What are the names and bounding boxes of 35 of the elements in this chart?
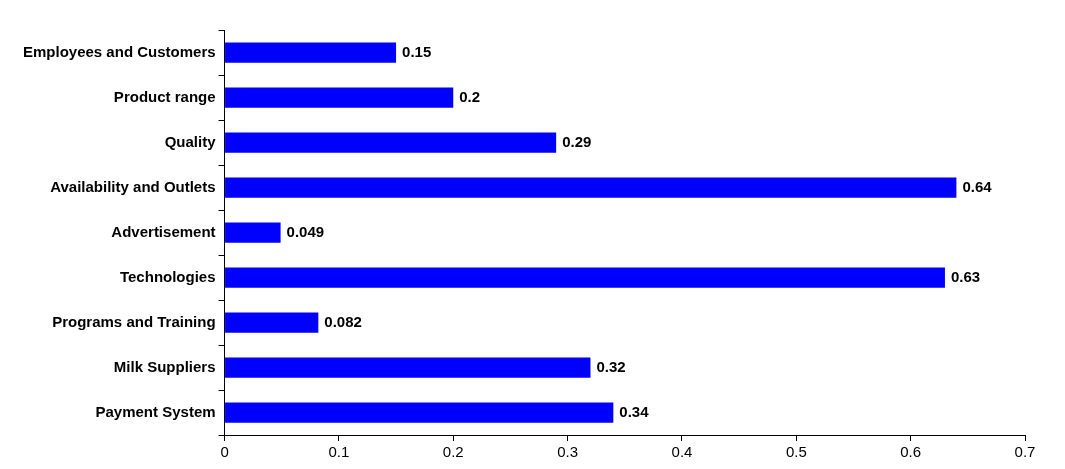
bar [225,357,591,378]
y-tick-label: Programs and Training [52,312,216,330]
data-label: 0.64 [962,177,993,195]
y-tick-label: Advertisement [111,222,216,240]
bar [225,132,557,153]
x-tick-label: 0.5 [785,443,807,461]
bar [225,87,454,108]
x-tick-label: 0.3 [557,443,579,461]
y-tick-label: Payment System [95,402,216,420]
y-tick-label: Quality [164,132,217,150]
data-label: 0.15 [402,42,432,60]
y-tick-label: Availability and Outlets [50,177,216,195]
data-label: 0.049 [286,222,325,240]
bar [225,42,397,63]
x-tick-label: 0.1 [328,443,350,461]
data-label: 0.082 [324,312,362,330]
data-label: 0.63 [950,267,981,285]
x-tick-label: 0.2 [442,443,464,461]
data-label: 0.32 [596,357,626,375]
bar [225,312,319,333]
y-tick-label: Technologies [119,267,216,285]
bar [225,267,945,288]
data-label: 0.34 [619,402,650,420]
y-tick-label: Employees and Customers [23,42,216,60]
data-label: 0.2 [459,87,481,105]
bar [225,177,957,198]
y-tick-label: Milk Suppliers [113,357,216,375]
x-tick-label: 0.6 [900,443,922,461]
bar [225,222,281,243]
x-tick-label: 0.7 [1014,443,1036,461]
y-tick-label: Product range [113,87,216,105]
x-tick-label: 0 [220,443,229,461]
x-tick-label: 0.4 [671,443,693,461]
data-label: 0.29 [562,132,592,150]
bar [225,402,614,423]
